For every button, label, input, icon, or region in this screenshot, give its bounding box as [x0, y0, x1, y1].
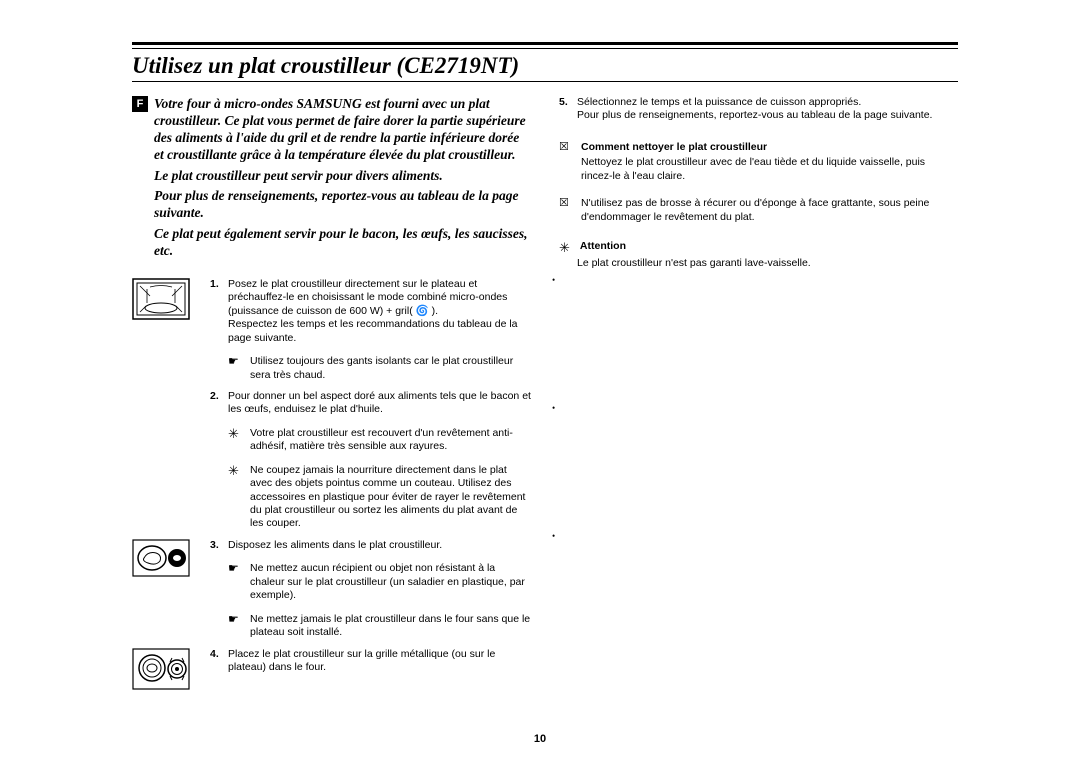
step-number: 1.	[210, 278, 228, 345]
info-box-icon: ☒	[559, 197, 581, 224]
language-badge: F	[132, 96, 148, 112]
step-2-body: 2. Pour donner un bel aspect doré aux al…	[210, 390, 531, 531]
step-text: Pour donner un bel aspect doré aux alime…	[228, 390, 531, 417]
attention-section: ✳ Attention Le plat croustilleur n'est p…	[559, 240, 958, 270]
page-number: 10	[0, 733, 1080, 745]
steps-list: 1. Posez le plat croustilleur directemen…	[132, 278, 531, 690]
step-3-note-a: Ne mettez aucun récipient ou objet non r…	[250, 562, 531, 602]
right-column: 5. Sélectionnez le temps et la puissance…	[559, 96, 958, 698]
intro-p2: Le plat croustilleur peut servir pour di…	[154, 168, 531, 185]
step-1-note: Utilisez toujours des gants isolants car…	[250, 355, 531, 382]
step-2-note-b: Ne coupez jamais la nourriture directeme…	[250, 464, 531, 531]
star-icon: ✳	[228, 427, 250, 454]
cleaning-body: Nettoyez le plat croustilleur avec de l'…	[581, 156, 958, 183]
intro-p3: Pour plus de renseignements, reportez-vo…	[154, 188, 531, 222]
intro-text: Votre four à micro-ondes SAMSUNG est fou…	[154, 96, 531, 264]
star-icon: ✳	[559, 240, 577, 257]
intro-p1: Votre four à micro-ondes SAMSUNG est fou…	[154, 96, 531, 164]
microwave-interior-icon	[132, 278, 190, 320]
cleaning-heading: Comment nettoyer le plat croustilleur	[581, 141, 958, 154]
top-rule-thin	[132, 48, 958, 49]
step-number: 4.	[210, 648, 228, 675]
step-3: 3. Disposez les aliments dans le plat cr…	[132, 539, 531, 640]
top-rule-thick	[132, 42, 958, 45]
intro-block: F Votre four à micro-ondes SAMSUNG est f…	[132, 96, 531, 264]
star-icon: ✳	[228, 464, 250, 531]
thumb-spacer	[132, 390, 190, 391]
brush-warning: ☒ N'utilisez pas de brosse à récurer ou …	[559, 197, 958, 224]
page-title: Utilisez un plat croustilleur (CE2719NT)	[132, 53, 958, 79]
step-2-note-a: Votre plat croustilleur est recouvert d'…	[250, 427, 531, 454]
pointer-icon: ☛	[228, 613, 250, 640]
pointer-icon: ☛	[228, 562, 250, 602]
step-4: 4. Placez le plat croustilleur sur la gr…	[132, 648, 531, 690]
left-column: F Votre four à micro-ondes SAMSUNG est f…	[132, 96, 531, 698]
step-text: Placez le plat croustilleur sur la grill…	[228, 648, 531, 675]
cleaning-section: ☒ Comment nettoyer le plat croustilleur …	[559, 141, 958, 183]
manual-page: Utilisez un plat croustilleur (CE2719NT)…	[0, 0, 1080, 722]
step-number: 2.	[210, 390, 228, 417]
step-text: Posez le plat croustilleur directement s…	[228, 278, 531, 345]
step-number: 3.	[210, 539, 228, 552]
step-text: Disposez les aliments dans le plat crous…	[228, 539, 531, 552]
attention-heading: Attention	[580, 240, 626, 252]
two-column-layout: F Votre four à micro-ondes SAMSUNG est f…	[132, 96, 958, 698]
title-underline	[132, 81, 958, 82]
step-1-body: 1. Posez le plat croustilleur directemen…	[210, 278, 531, 382]
step-text: Sélectionnez le temps et la puissance de…	[577, 96, 958, 123]
step-1: 1. Posez le plat croustilleur directemen…	[132, 278, 531, 382]
step-number: 5.	[559, 96, 577, 123]
step-5: 5. Sélectionnez le temps et la puissance…	[559, 96, 958, 123]
dish-food-icon	[132, 539, 190, 577]
info-box-icon: ☒	[559, 141, 581, 183]
brush-warning-text: N'utilisez pas de brosse à récurer ou d'…	[581, 197, 958, 224]
attention-body: Le plat croustilleur n'est pas garanti l…	[577, 257, 958, 270]
step-4-body: 4. Placez le plat croustilleur sur la gr…	[210, 648, 531, 675]
step-3-note-b: Ne mettez jamais le plat croustilleur da…	[250, 613, 531, 640]
intro-p4: Ce plat peut également servir pour le ba…	[154, 226, 531, 260]
column-gutter-dots: •••	[552, 275, 555, 541]
step-2: 2. Pour donner un bel aspect doré aux al…	[132, 390, 531, 531]
step-3-body: 3. Disposez les aliments dans le plat cr…	[210, 539, 531, 640]
pointer-icon: ☛	[228, 355, 250, 382]
dish-on-rack-icon	[132, 648, 190, 690]
